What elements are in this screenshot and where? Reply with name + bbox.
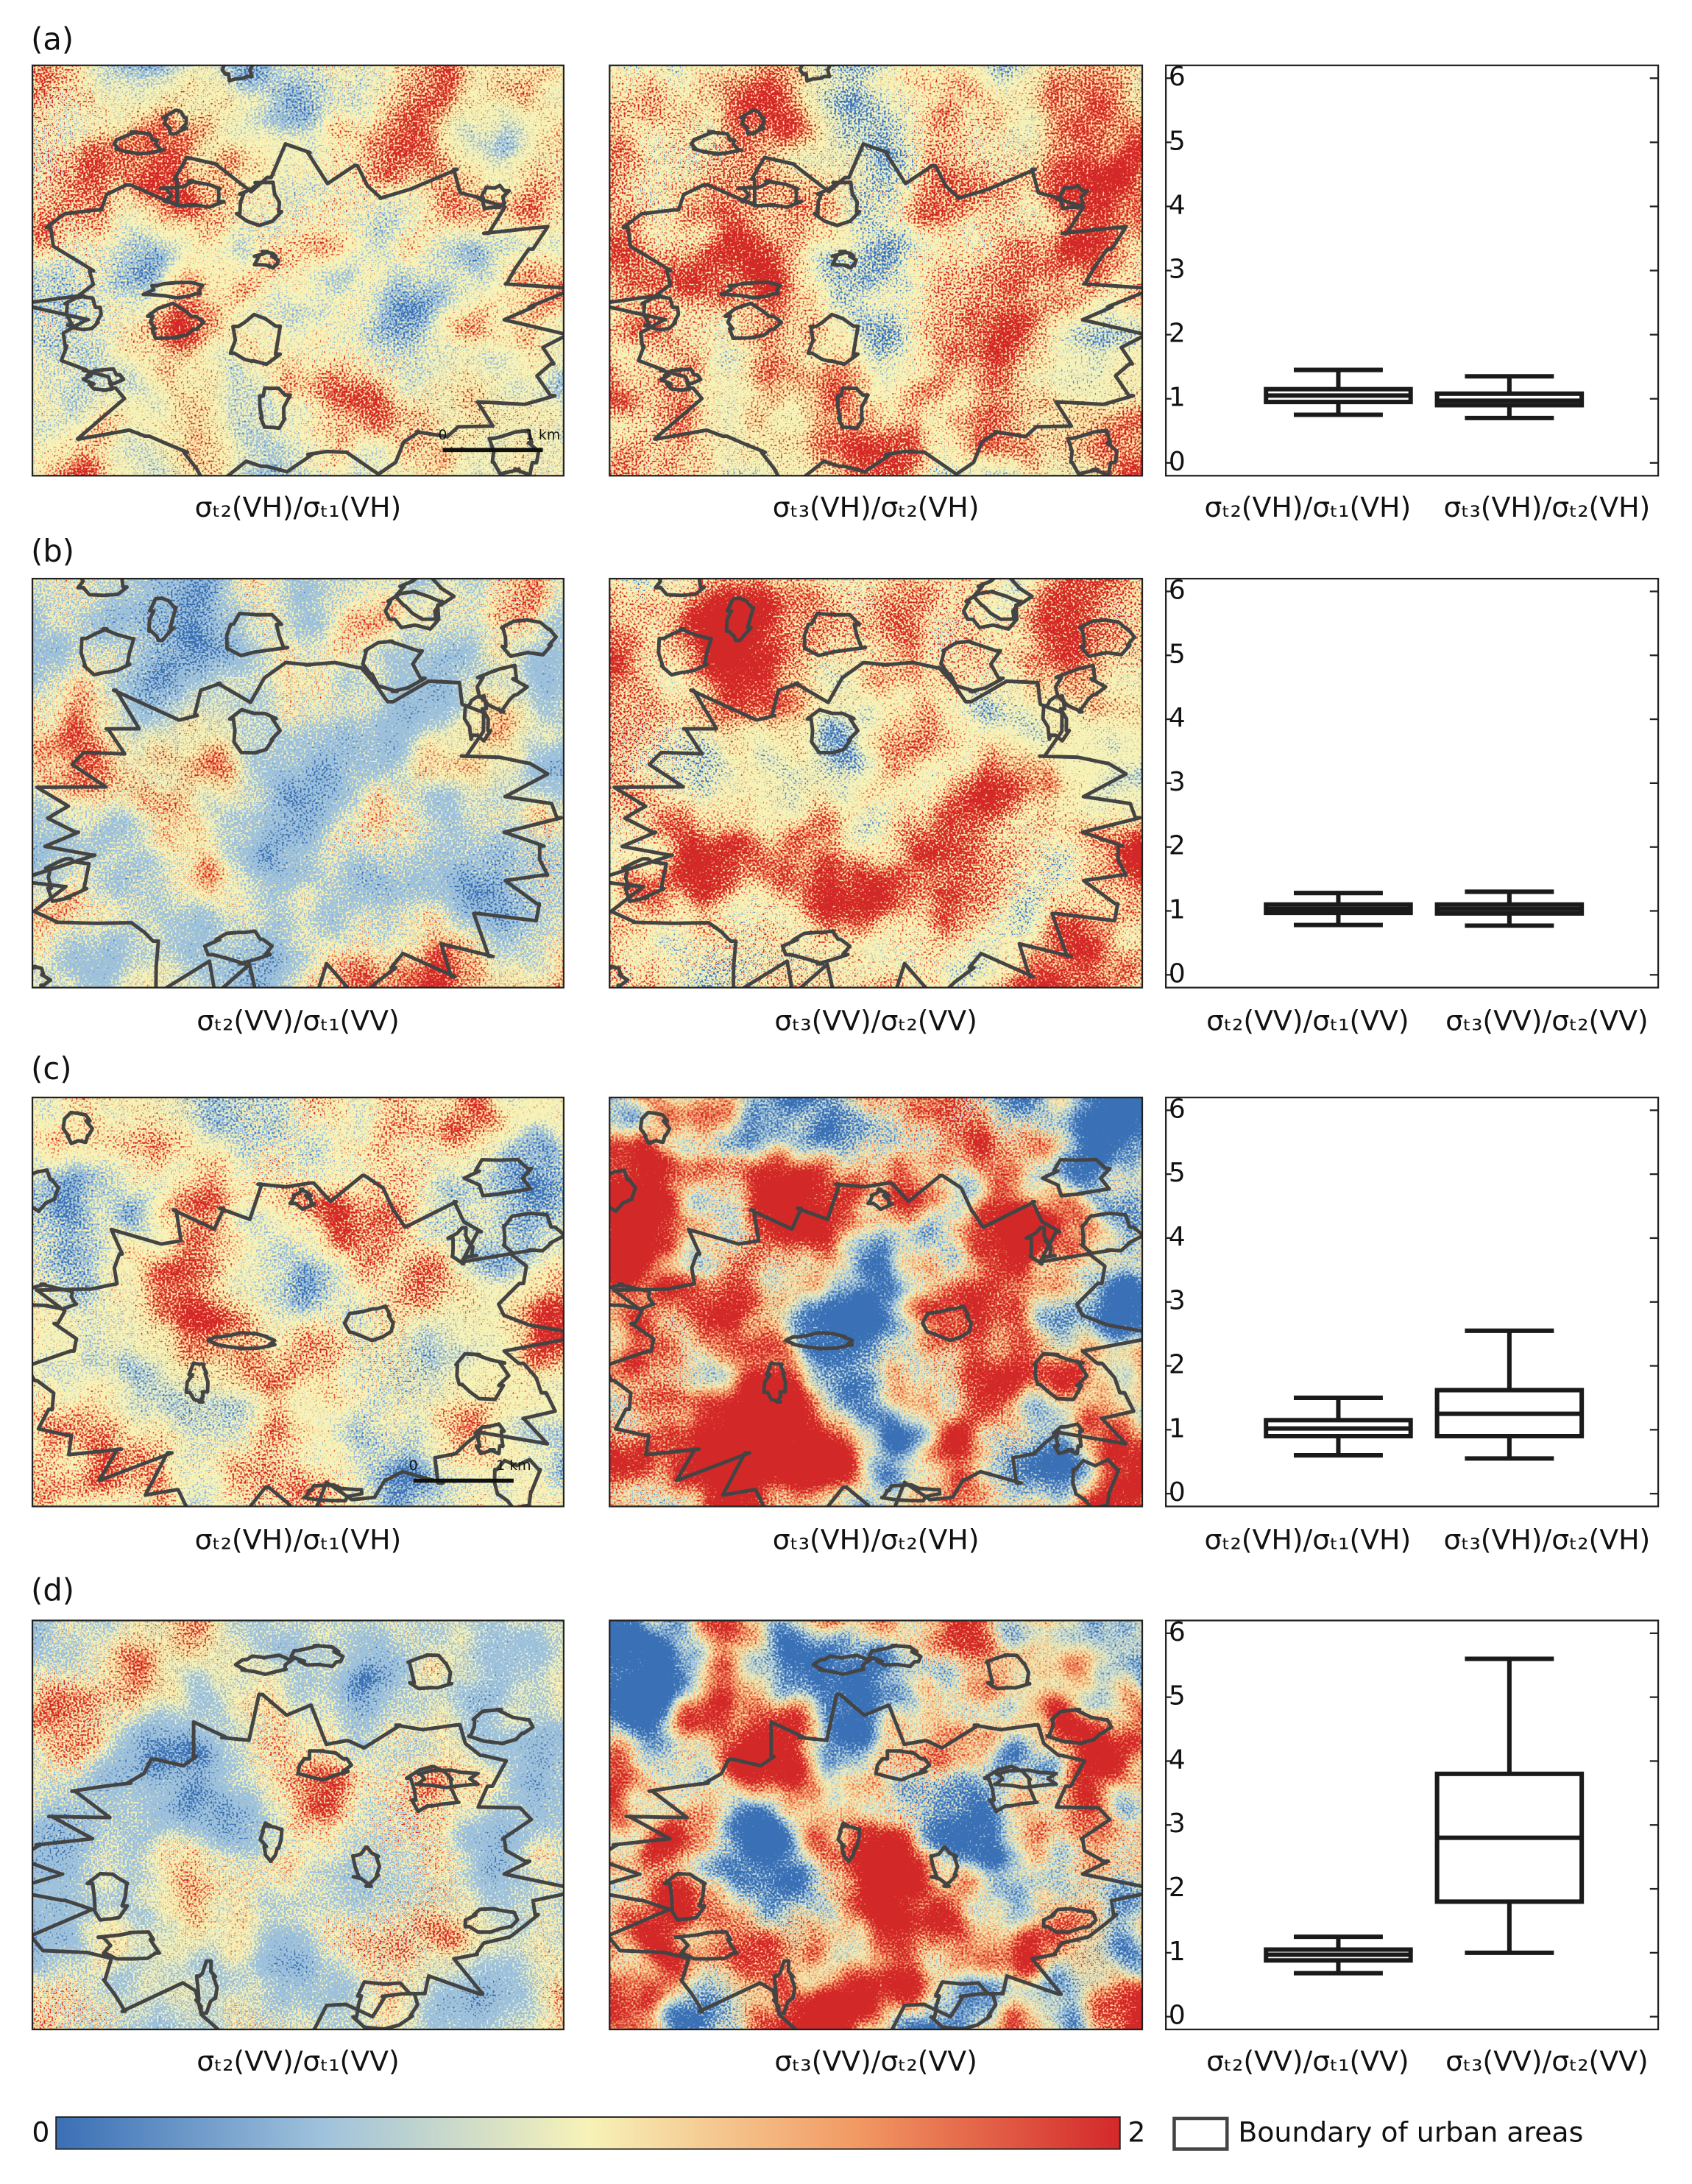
map [609, 579, 1142, 988]
map-caption: σₜ₃(VV)/σₜ₂(VV) [774, 2045, 977, 2077]
x-tick-label: σₜ₂(VV)/σₜ₁(VV) [1206, 1004, 1409, 1036]
map-raster [609, 1620, 1142, 2030]
y-tick-label: 4 [1169, 1745, 1186, 1775]
map-caption: σₜ₃(VV)/σₜ₂(VV) [774, 1004, 977, 1036]
y-tick-label: 4 [1169, 703, 1186, 733]
scale-label: 1 km [525, 427, 560, 443]
y-tick-label: 2 [1169, 831, 1186, 861]
scale-bar [442, 448, 543, 453]
plot-frame [1164, 1096, 1660, 1508]
plot-frame [1164, 1619, 1660, 2031]
plot-frame [1164, 577, 1660, 989]
y-tick-label: 3 [1169, 1809, 1186, 1839]
urban-boundary [609, 1644, 1142, 2030]
y-tick-label: 6 [1169, 575, 1186, 605]
urban-boundary [32, 65, 564, 476]
scale-bar [413, 1478, 514, 1483]
scale-label: 0 [409, 1457, 418, 1474]
map-frame [609, 577, 1144, 989]
y-tick-label: 0 [1169, 2001, 1186, 2031]
y-tick-label: 3 [1169, 255, 1186, 285]
y-tick-label: 6 [1169, 62, 1186, 92]
scale-label: 0 [438, 427, 447, 443]
y-tick-label: 0 [1169, 1477, 1186, 1508]
map-frame [609, 1096, 1144, 1508]
x-tick-label: σₜ₃(VV)/σₜ₂(VV) [1445, 2045, 1649, 2077]
y-tick-label: 1 [1169, 1413, 1186, 1443]
colorbar-label: 2 [1128, 2116, 1145, 2148]
map-caption: σₜ₂(VV)/σₜ₁(VV) [197, 1004, 400, 1036]
legend-label: Boundary of urban areas [1238, 2116, 1583, 2148]
y-tick-label: 3 [1169, 767, 1186, 797]
y-tick-label: 6 [1169, 1617, 1186, 1647]
x-tick-label: σₜ₂(VH)/σₜ₁(VH) [1205, 491, 1412, 523]
urban-boundary [32, 579, 564, 988]
map-frame [31, 1096, 565, 1508]
map-caption: σₜ₃(VH)/σₜ₂(VH) [773, 1523, 980, 1555]
colorbar [55, 2116, 1121, 2150]
map-raster [32, 1620, 564, 2030]
panel-label: (d) [31, 1572, 74, 1608]
y-tick-label: 1 [1169, 383, 1186, 413]
y-tick-label: 2 [1169, 1350, 1186, 1380]
urban-boundary [32, 1644, 564, 2030]
map-caption: σₜ₃(VH)/σₜ₂(VH) [773, 491, 980, 523]
map-frame [31, 577, 565, 989]
y-tick-label: 5 [1169, 126, 1186, 156]
map [609, 1097, 1142, 1507]
map-frame [31, 1619, 565, 2031]
map-raster [32, 579, 564, 988]
y-tick-label: 4 [1169, 190, 1186, 220]
y-tick-label: 0 [1169, 958, 1186, 989]
map-caption: σₜ₂(VH)/σₜ₁(VH) [195, 1523, 402, 1555]
y-tick-label: 5 [1169, 1158, 1186, 1188]
panel-label: (a) [31, 21, 74, 57]
y-tick-label: 6 [1169, 1094, 1186, 1124]
y-tick-label: 3 [1169, 1286, 1186, 1316]
map [609, 65, 1142, 476]
x-tick-label: σₜ₃(VH)/σₜ₂(VH) [1444, 1523, 1651, 1555]
map-caption: σₜ₂(VV)/σₜ₁(VV) [197, 2045, 400, 2077]
map-caption: σₜ₂(VH)/σₜ₁(VH) [195, 491, 402, 523]
panel-label: (b) [31, 533, 74, 569]
map [32, 579, 564, 988]
map-raster [609, 65, 1142, 476]
y-tick-label: 5 [1169, 639, 1186, 669]
y-tick-label: 2 [1169, 319, 1186, 349]
map-frame [31, 64, 565, 477]
y-tick-label: 2 [1169, 1873, 1186, 1903]
map [32, 1097, 564, 1507]
map-frame [609, 64, 1144, 477]
map [32, 1620, 564, 2030]
urban-boundary [609, 579, 1142, 988]
urban-boundary [609, 65, 1142, 476]
map [609, 1620, 1142, 2030]
x-tick-label: σₜ₂(VV)/σₜ₁(VV) [1206, 2045, 1409, 2077]
panel-label: (c) [31, 1050, 71, 1086]
colorbar-label: 0 [32, 2116, 49, 2148]
y-tick-label: 4 [1169, 1222, 1186, 1252]
x-tick-label: σₜ₃(VV)/σₜ₂(VV) [1445, 1004, 1649, 1036]
x-tick-label: σₜ₃(VH)/σₜ₂(VH) [1444, 491, 1651, 523]
scale-label: 1 km [496, 1457, 531, 1474]
map-frame [609, 1619, 1144, 2031]
y-tick-label: 1 [1169, 894, 1186, 925]
urban-boundary [32, 1110, 564, 1507]
plot-frame [1164, 64, 1660, 477]
y-tick-label: 1 [1169, 1937, 1186, 1967]
map-raster [609, 579, 1142, 988]
y-tick-label: 0 [1169, 447, 1186, 477]
y-tick-label: 5 [1169, 1681, 1186, 1711]
urban-boundary [609, 1110, 1142, 1507]
legend-swatch [1172, 2116, 1229, 2151]
map [32, 65, 564, 476]
x-tick-label: σₜ₂(VH)/σₜ₁(VH) [1205, 1523, 1412, 1555]
map-raster [32, 65, 564, 476]
